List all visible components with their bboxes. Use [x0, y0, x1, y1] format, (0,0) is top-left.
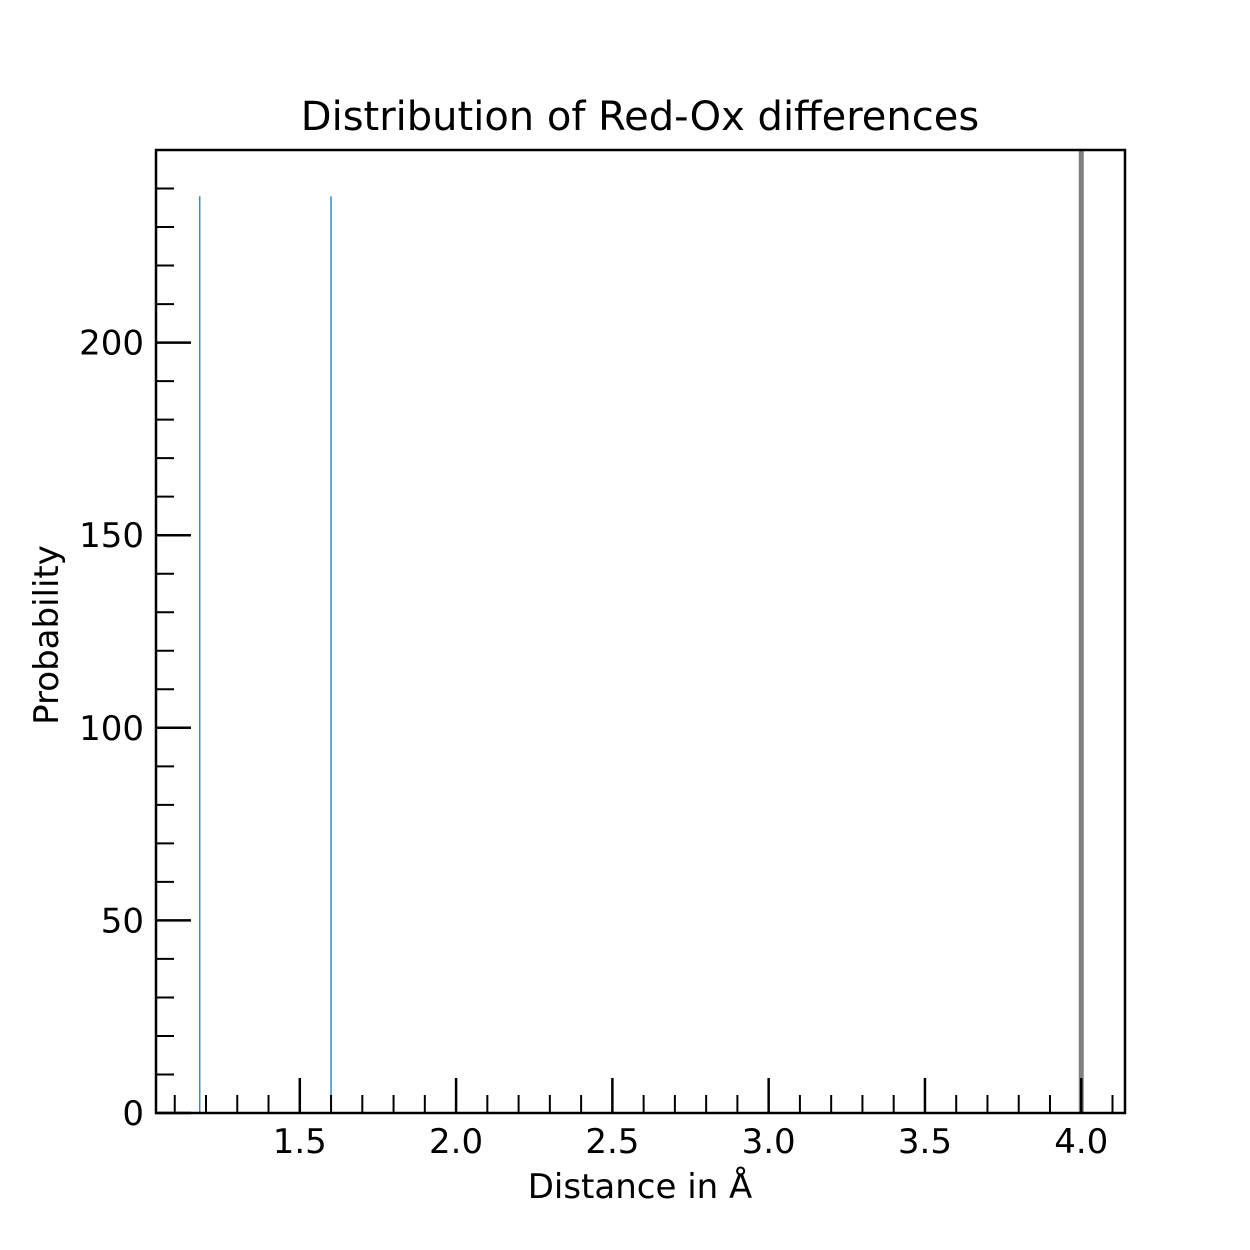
- x-tick-label: 3.0: [742, 1122, 796, 1162]
- y-tick-label: 150: [79, 516, 144, 556]
- bars-layer: [199, 196, 332, 1113]
- y-tick-label: 200: [79, 324, 144, 364]
- x-tick-label: 3.5: [898, 1122, 952, 1162]
- x-tick-label: 1.5: [273, 1122, 327, 1162]
- x-tick-label: 4.0: [1054, 1122, 1108, 1162]
- y-axis-ticks: 0 50 100 150 200: [79, 149, 191, 1134]
- y-tick-label: 50: [101, 901, 144, 941]
- x-axis-ticks: 1.5 2.0 2.5 3.0 3.5 4.0: [173, 1078, 1114, 1162]
- y-tick-label: 100: [79, 709, 144, 749]
- plot-frame: [154, 148, 1127, 1115]
- y-axis-label: Probability: [27, 545, 67, 725]
- x-tick-label: 2.5: [585, 1122, 639, 1162]
- y-tick-label: 0: [122, 1094, 144, 1134]
- x-axis-label: Distance in Å: [528, 1166, 753, 1207]
- x-tick-label: 2.0: [429, 1122, 483, 1162]
- chart-title: Distribution of Red-Ox differences: [301, 94, 979, 140]
